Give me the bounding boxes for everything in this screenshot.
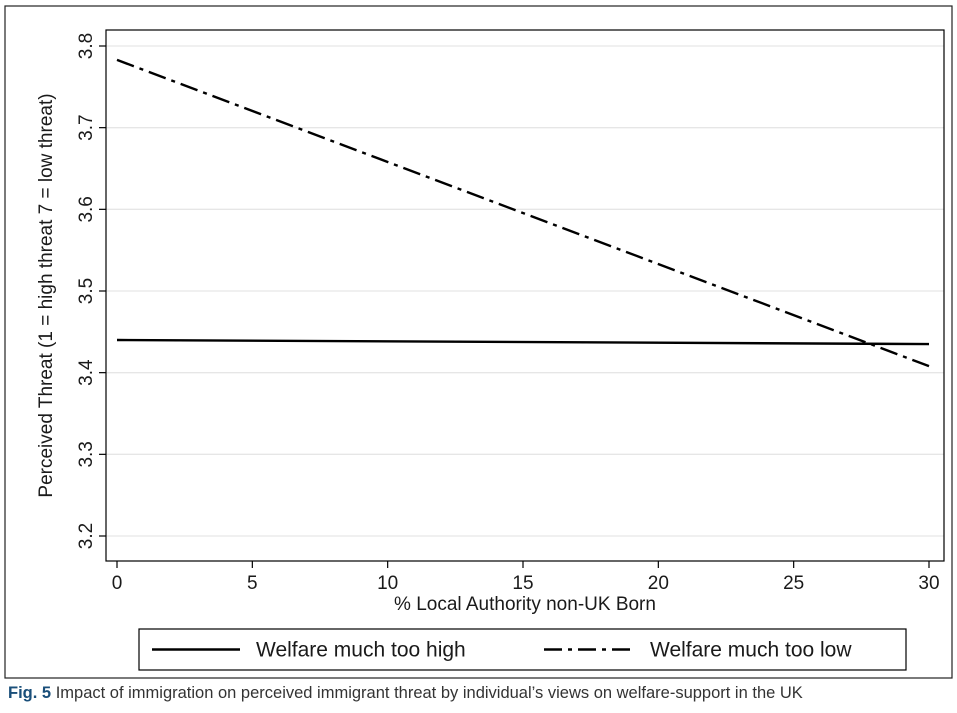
y-axis-title: Perceived Threat (1 = high threat 7 = lo…: [36, 93, 57, 497]
y-tick-label: 3.7: [76, 114, 97, 140]
figure-border: [4, 5, 953, 679]
x-tick-label: 25: [783, 573, 804, 594]
y-tick-label: 3.2: [76, 523, 97, 549]
x-tick-label: 30: [918, 573, 939, 594]
plot-frame: [105, 29, 945, 562]
legend-label: Welfare much too low: [650, 639, 852, 662]
y-tick-label: 3.6: [76, 196, 97, 222]
y-axis: 3.2 3.3 3.4 3.5 3.6 3.7 3.8: [76, 33, 106, 549]
y-tick-label: 3.3: [76, 441, 97, 467]
series-line: [116, 338, 930, 346]
x-axis-title: % Local Authority non-UK Born: [394, 594, 656, 615]
x-tick-label: 15: [512, 573, 533, 594]
x-tick-label: 20: [648, 573, 669, 594]
x-axis: 0 5 10 15 20 25 30: [112, 561, 940, 594]
figure-label: Fig. 5: [8, 684, 52, 702]
y-tick-label: 3.4: [76, 359, 97, 386]
series: [116, 58, 930, 368]
x-tick-label: 0: [112, 573, 123, 594]
legend-label: Welfare much too high: [256, 639, 466, 662]
y-tick-label: 3.8: [76, 33, 97, 59]
legend: Welfare much too high Welfare much too lo…: [138, 628, 907, 671]
series-line: [116, 58, 930, 368]
figure-caption-text: Impact of immigration on perceived immig…: [55, 684, 803, 702]
figure-caption: Fig. 5 Impact of immigration on perceive…: [8, 684, 953, 703]
x-tick-label: 10: [377, 573, 398, 594]
x-tick-label: 5: [247, 573, 258, 594]
gridlines: [106, 45, 944, 537]
legend-box: [138, 628, 907, 671]
y-tick-label: 3.5: [76, 278, 97, 304]
